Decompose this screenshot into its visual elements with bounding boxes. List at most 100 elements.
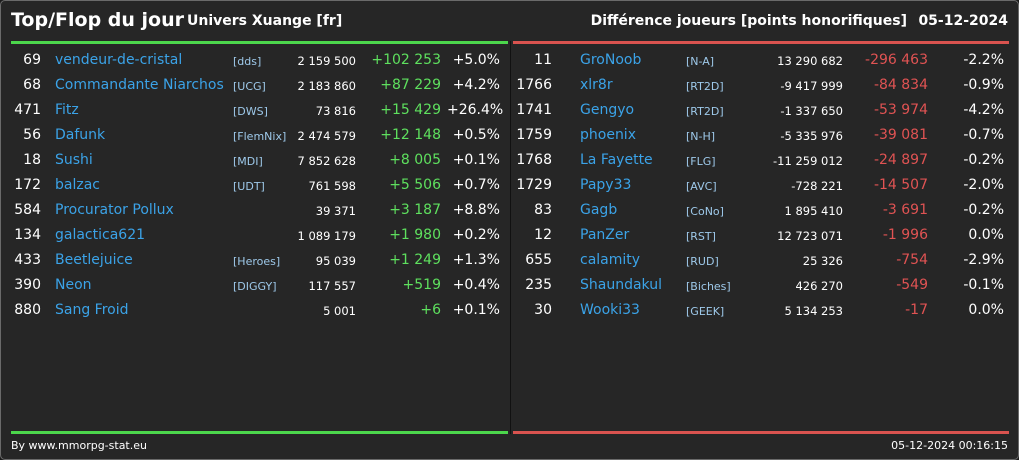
player-name-link[interactable]: vendeur-de-cristal <box>55 52 183 68</box>
player-name-link[interactable]: Dafunk <box>55 127 106 143</box>
panel-divider <box>510 41 511 434</box>
player-name-link[interactable]: Procurator Pollux <box>55 202 174 218</box>
alliance-tag[interactable]: [RUD] <box>686 255 719 268</box>
score-difference: -296 463 <box>865 52 928 68</box>
top-losers-list: 11 GroNoob [N-A] 13 290 682 -296 463 -2.2% 176… <box>511 48 1018 323</box>
alliance-tag[interactable]: [MDI] <box>233 155 263 168</box>
alliance-tag[interactable]: [RT2D] <box>686 105 724 118</box>
percent-change: -0.1% <box>963 277 1004 293</box>
percent-change: -4.2% <box>963 102 1004 118</box>
list-item: 56 Dafunk [FlemNix] 2 474 579 +12 148 +0.5% <box>1 123 509 148</box>
alliance-tag[interactable]: [GEEK] <box>686 305 725 318</box>
player-name-link[interactable]: Gagb <box>580 202 618 218</box>
footer-credit[interactable]: By www.mmorpg-stat.eu <box>11 439 147 452</box>
list-item: 68 Commandante Niarchos [UCG] 2 183 860 +87 … <box>1 73 509 98</box>
player-rank: 11 <box>534 52 552 68</box>
player-name-link[interactable]: PanZer <box>580 227 630 243</box>
universe-label: Univers Xuange [fr] <box>187 13 343 29</box>
player-name-link[interactable]: Neon <box>55 277 92 293</box>
alliance-tag[interactable]: [DWS] <box>233 105 268 118</box>
score-difference: -1 996 <box>882 227 928 243</box>
footer-timestamp: 05-12-2024 00:16:15 <box>891 439 1008 452</box>
alliance-tag[interactable]: [Biches] <box>686 280 731 293</box>
percent-change: -0.7% <box>963 127 1004 143</box>
alliance-tag[interactable]: [dds] <box>233 55 262 68</box>
player-name-link[interactable]: Sang Froid <box>55 302 129 318</box>
percent-change: 0.0% <box>968 227 1004 243</box>
report-date: 05-12-2024 <box>918 13 1008 29</box>
player-name-link[interactable]: balzac <box>55 177 100 193</box>
player-name-link[interactable]: Sushi <box>55 152 93 168</box>
alliance-tag[interactable]: [RT2D] <box>686 80 724 93</box>
metric-label: Différence joueurs [points honorifiques] <box>590 13 907 29</box>
alliance-tag[interactable]: [DIGGY] <box>233 280 277 293</box>
player-name-link[interactable]: Papy33 <box>580 177 632 193</box>
percent-change: -0.2% <box>963 202 1004 218</box>
player-name-link[interactable]: Shaundakul <box>580 277 662 293</box>
player-rank: 1759 <box>516 127 552 143</box>
list-item: 1741 Gengyo [RT2D] -1 337 650 -53 974 -4.2% <box>511 98 1018 123</box>
alliance-tag[interactable]: [UCG] <box>233 80 266 93</box>
player-score: 2 159 500 <box>297 54 356 68</box>
list-item: 1729 Papy33 [AVC] -728 221 -14 507 -2.0% <box>511 173 1018 198</box>
player-rank: 56 <box>23 127 41 143</box>
player-score: -728 221 <box>791 179 843 193</box>
alliance-tag[interactable]: [CoNo] <box>686 205 724 218</box>
player-score: 1 089 179 <box>297 229 356 243</box>
top-gainers-list: 69 vendeur-de-cristal [dds] 2 159 500 +102 2… <box>1 48 509 323</box>
player-score: 25 326 <box>802 254 843 268</box>
player-name-link[interactable]: GroNoob <box>580 52 642 68</box>
flop-accent-bar <box>513 41 1009 44</box>
top-accent-bar-bottom <box>11 431 508 434</box>
alliance-tag[interactable]: [N-H] <box>686 130 716 143</box>
percent-change: +26.4% <box>447 102 504 118</box>
player-score: -1 337 650 <box>780 104 843 118</box>
percent-change: +0.5% <box>452 127 500 143</box>
percent-change: +1.3% <box>452 252 500 268</box>
list-item: 83 Gagb [CoNo] 1 895 410 -3 691 -0.2% <box>511 198 1018 223</box>
player-score: 5 001 <box>323 304 356 318</box>
alliance-tag[interactable]: [UDT] <box>233 180 265 193</box>
percent-change: +0.1% <box>452 302 500 318</box>
player-name-link[interactable]: Beetlejuice <box>55 252 133 268</box>
player-name-link[interactable]: galactica621 <box>55 227 146 243</box>
player-rank: 235 <box>525 277 552 293</box>
alliance-tag[interactable]: [FLG] <box>686 155 716 168</box>
score-difference: -549 <box>896 277 928 293</box>
player-rank: 433 <box>14 252 41 268</box>
player-name-link[interactable]: xlr8r <box>580 77 613 93</box>
percent-change: 0.0% <box>968 302 1004 318</box>
score-difference: +15 429 <box>380 102 441 118</box>
player-name-link[interactable]: Commandante Niarchos <box>55 77 224 93</box>
player-rank: 1766 <box>516 77 552 93</box>
list-item: 134 galactica621 1 089 179 +1 980 +0.2% <box>1 223 509 248</box>
player-score: 1 895 410 <box>784 204 843 218</box>
player-score: -9 417 999 <box>780 79 843 93</box>
list-item: 584 Procurator Pollux 39 371 +3 187 +8.8% <box>1 198 509 223</box>
flop-accent-bar-bottom <box>513 431 1009 434</box>
player-score: 12 723 071 <box>777 229 843 243</box>
alliance-tag[interactable]: [AVC] <box>686 180 717 193</box>
score-difference: +5 506 <box>389 177 441 193</box>
player-score: 5 134 253 <box>784 304 843 318</box>
player-name-link[interactable]: La Fayette <box>580 152 653 168</box>
player-score: 13 290 682 <box>777 54 843 68</box>
player-name-link[interactable]: phoenix <box>580 127 636 143</box>
score-difference: -14 507 <box>873 177 928 193</box>
alliance-tag[interactable]: [FlemNix] <box>233 130 287 143</box>
player-name-link[interactable]: Wooki33 <box>580 302 640 318</box>
player-name-link[interactable]: calamity <box>580 252 641 268</box>
list-item: 880 Sang Froid 5 001 +6 +0.1% <box>1 298 509 323</box>
alliance-tag[interactable]: [Heroes] <box>233 255 281 268</box>
player-name-link[interactable]: Gengyo <box>580 102 635 118</box>
player-rank: 12 <box>534 227 552 243</box>
player-rank: 1729 <box>516 177 552 193</box>
alliance-tag[interactable]: [RST] <box>686 230 716 243</box>
score-difference: -53 974 <box>873 102 928 118</box>
player-name-link[interactable]: Fitz <box>55 102 79 118</box>
player-rank: 655 <box>525 252 552 268</box>
alliance-tag[interactable]: [N-A] <box>686 55 715 68</box>
player-rank: 880 <box>14 302 41 318</box>
player-score: 73 816 <box>315 104 356 118</box>
